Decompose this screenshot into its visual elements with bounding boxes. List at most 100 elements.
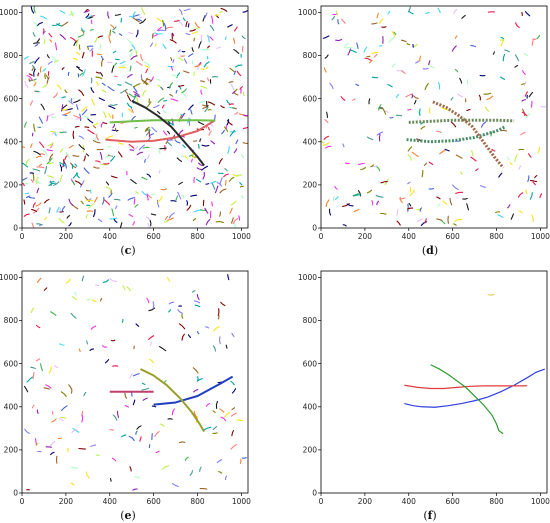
clutter-fragment — [165, 138, 169, 145]
y-tick-label: 200 — [303, 180, 318, 189]
clutter-fragment — [93, 196, 98, 203]
clutter-fragment — [74, 291, 77, 296]
clutter-fragment — [531, 214, 534, 222]
clutter-fragment — [81, 275, 85, 282]
clutter-fragment — [226, 99, 230, 105]
panel-d: 0 200 400 600 800 1000 0 200 400 600 800 1000 (d) — [298, 5, 550, 257]
clutter-fragment — [391, 63, 396, 68]
clutter-fragment — [202, 15, 206, 22]
clutter-fragment — [486, 95, 494, 100]
clutter-fragment — [137, 16, 143, 20]
clutter-fragment — [165, 26, 174, 30]
clutter-fragment — [334, 196, 339, 200]
clutter-fragment — [230, 443, 237, 450]
clutter-fragment — [114, 13, 121, 16]
clutter-fragment — [177, 191, 182, 200]
panel-label: (e) — [120, 509, 136, 522]
clutter-fragment — [204, 326, 210, 329]
clutter-fragment — [158, 169, 161, 174]
clutter-fragment — [61, 104, 64, 112]
clutter-fragment — [39, 141, 45, 148]
clutter-fragment — [67, 71, 70, 77]
clutter-fragment — [178, 129, 184, 136]
track-0 — [153, 375, 234, 406]
clutter-fragment — [35, 324, 41, 329]
x-tick-label: 600 — [445, 232, 460, 241]
clutter-fragment — [135, 60, 143, 66]
clutter-fragment — [231, 332, 235, 338]
clutter-fragment — [148, 335, 155, 340]
clutter-fragment — [407, 181, 411, 185]
clutter-fragment — [146, 154, 150, 160]
clutter-fragment — [528, 153, 532, 158]
clutter-fragment — [161, 104, 165, 109]
clutter-fragment — [49, 440, 56, 447]
clutter-fragment — [130, 178, 137, 185]
clutter-fragment — [94, 36, 98, 43]
clutter-fragment — [129, 466, 132, 472]
clutter-fragment — [169, 39, 177, 44]
clutter-fragment — [380, 181, 388, 184]
clutter-fragment — [32, 173, 35, 181]
clutter-fragment — [196, 294, 200, 301]
clutter-fragment — [28, 73, 33, 77]
clutter-fragment — [136, 425, 142, 430]
clutter-fragment — [228, 176, 235, 182]
clutter-fragment — [135, 29, 139, 38]
clutter-fragment — [62, 159, 65, 168]
clutter-fragment — [205, 66, 209, 70]
clutter-fragment — [83, 10, 90, 13]
clutter-fragment — [525, 189, 528, 195]
clutter-fragment — [54, 132, 57, 137]
clutter-fragment — [130, 107, 134, 114]
clutter-fragment — [126, 102, 133, 109]
clutter-fragment — [35, 155, 42, 158]
clutter-fragment — [66, 215, 71, 219]
clutter-fragment — [230, 412, 237, 417]
clutter-fragment — [38, 163, 43, 167]
x-tick-label: 600 — [445, 497, 460, 506]
clutter-fragment — [187, 23, 190, 28]
clutter-fragment — [128, 31, 134, 35]
clutter-fragment — [518, 148, 525, 151]
clutter-fragment — [207, 77, 210, 82]
clutter-fragment — [387, 10, 391, 15]
clutter-fragment — [42, 84, 48, 88]
clutter-fragment — [149, 220, 152, 227]
clutter-fragment — [466, 108, 471, 112]
y-tick-label: 1000 — [298, 8, 317, 17]
clutter-fragment — [175, 89, 178, 94]
y-tick-label: 1000 — [0, 273, 18, 282]
clutter-fragment — [163, 99, 167, 102]
clutter-fragment — [71, 180, 76, 186]
clutter-fragment — [191, 158, 193, 163]
clutter-fragment — [67, 97, 75, 102]
clutter-fragment — [355, 83, 360, 86]
clutter-fragment — [388, 36, 395, 43]
clutter-fragment — [54, 365, 59, 368]
clutter-fragment — [100, 163, 108, 166]
clutter-fragment — [48, 182, 56, 187]
clutter-fragment — [396, 220, 401, 226]
clutter-fragment — [183, 58, 188, 64]
clutter-fragment — [232, 107, 237, 110]
clutter-fragment — [23, 213, 30, 217]
clutter-fragment — [39, 66, 42, 73]
clutter-fragment — [81, 414, 84, 423]
clutter-fragment — [233, 148, 238, 154]
clutter-fragment — [380, 212, 387, 215]
clutter-fragment — [85, 471, 90, 479]
clutter-fragment — [216, 46, 221, 49]
clutter-fragment — [214, 185, 219, 194]
clutter-fragment — [79, 180, 85, 188]
clutter-fragment — [223, 173, 229, 178]
clutter-fragment — [424, 83, 429, 91]
y-tick-label: 600 — [4, 94, 19, 103]
clutter-fragment — [455, 191, 464, 194]
clutter-fragment — [164, 215, 169, 220]
clutter-fragment — [61, 104, 68, 110]
clutter-fragment — [198, 162, 204, 167]
clutter-fragment — [155, 43, 157, 47]
clutter-fragment — [35, 358, 41, 362]
clutter-fragment — [223, 411, 231, 418]
